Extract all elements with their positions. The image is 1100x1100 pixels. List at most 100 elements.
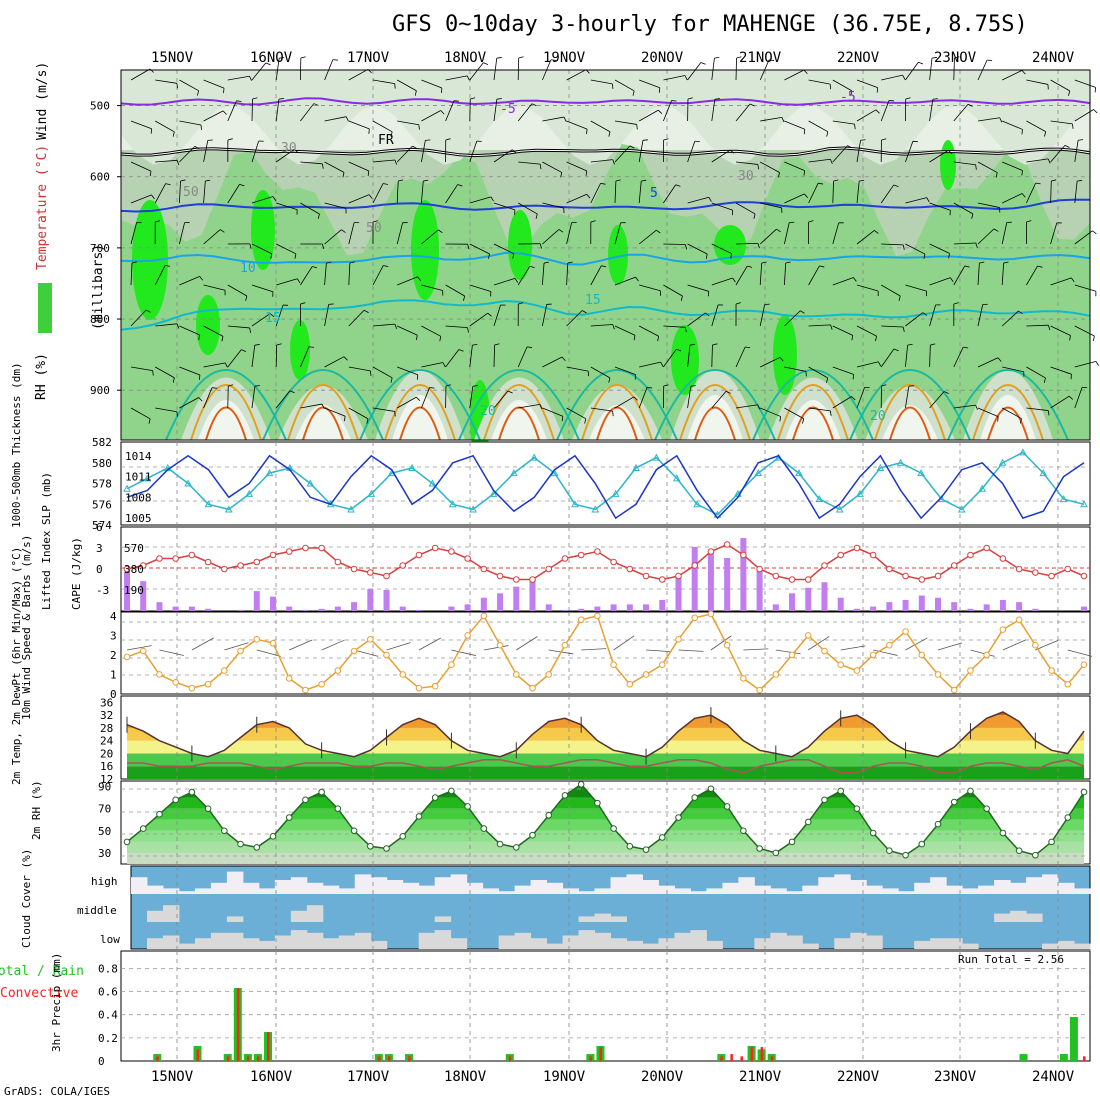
wind-barb-flag	[414, 90, 417, 96]
slp-tick: 1005	[125, 512, 152, 525]
rh-band	[127, 852, 1084, 864]
surface-wind-barb	[256, 649, 282, 657]
wind-barb	[832, 145, 848, 163]
cape-bar	[772, 604, 779, 611]
wind-barb-flag	[317, 213, 320, 219]
wind-barb-flag	[1035, 182, 1041, 185]
wind-barb	[566, 69, 587, 81]
wind-barb	[469, 140, 478, 163]
wind-barb	[421, 284, 443, 291]
wind-barb	[638, 229, 657, 245]
wind-barb-flag	[131, 261, 137, 264]
wind-barb-flag	[874, 230, 879, 234]
wind-barb-flag	[690, 385, 696, 387]
wind-barb	[372, 323, 395, 327]
thickness-point	[611, 489, 620, 497]
dry-dome-core	[589, 405, 645, 440]
rh-2m-point	[853, 805, 861, 812]
cloud-level-middle: middle	[77, 904, 117, 917]
wind-barb	[760, 117, 782, 122]
rh-2m-point	[480, 825, 488, 832]
wind-barb	[397, 276, 418, 286]
lifted-index-point	[448, 548, 455, 555]
cloud-cell-low	[850, 932, 867, 949]
cloud-cell-high	[242, 882, 260, 894]
wind-barb-flag	[582, 310, 587, 314]
wind-barb-flag	[1048, 325, 1051, 331]
contour-label: 50	[183, 185, 199, 200]
wind-barb	[155, 407, 177, 413]
thickness-point	[815, 495, 824, 503]
wind-barb-flag	[343, 356, 348, 361]
date-label-bottom: 18NOV	[444, 1069, 487, 1085]
wind-barb-flag	[803, 129, 806, 135]
wind-barb	[1026, 366, 1046, 379]
wind-barb	[905, 284, 927, 292]
cloud-cell-low	[306, 932, 324, 949]
wind-barb-flag	[176, 323, 180, 329]
wind-barb	[1074, 361, 1097, 368]
surface-wind-barb	[321, 639, 345, 651]
pressure-tick: 700	[90, 242, 110, 255]
wind-barb	[590, 265, 602, 286]
cloud-cell-low	[802, 943, 819, 949]
wind-barb	[735, 202, 756, 215]
wind-barb	[711, 390, 727, 409]
cloud-cell-middle	[290, 910, 308, 922]
wind-barb-flag	[445, 384, 451, 387]
wind-barb	[203, 140, 209, 163]
wind-barb-flag	[472, 343, 478, 346]
cloud-cell-high	[1042, 874, 1059, 894]
wind-barb	[203, 284, 226, 291]
wind-barb	[130, 68, 151, 81]
contour-label: 15	[585, 293, 601, 308]
wind-barb	[929, 150, 949, 163]
wind-barb	[348, 120, 370, 130]
wind-barb-flag	[194, 146, 200, 150]
cloud-cell-low	[626, 940, 643, 949]
wind-barb-flag	[300, 302, 306, 305]
wind-barb	[881, 243, 904, 246]
cloud-cell-low	[674, 932, 691, 949]
surface-wind-barb	[678, 649, 704, 652]
isotherm-20	[947, 369, 1069, 441]
slp-tick: 1011	[125, 471, 152, 484]
wind-speed-point	[480, 612, 488, 620]
temp-tick: 28	[100, 722, 113, 735]
wind-barb-flag	[439, 336, 442, 342]
cape-bar	[480, 597, 487, 611]
wind-barb	[179, 366, 201, 376]
precip-convective-bar	[246, 1056, 250, 1061]
rh-2m-point	[1015, 847, 1023, 855]
wind-barb-flag	[245, 295, 248, 301]
lifted-index-point	[512, 576, 520, 583]
wind-barb	[808, 324, 831, 327]
wind-barb-flag	[675, 184, 681, 187]
cloud-cell-high	[770, 888, 787, 894]
cloud-cell-high	[866, 885, 883, 894]
wind-barb	[638, 387, 648, 409]
wind-barb	[832, 79, 853, 92]
wind-barb-flag	[943, 391, 949, 395]
wind-barb	[880, 100, 890, 122]
wind-barb	[542, 304, 548, 327]
rh-2m-point	[934, 820, 942, 828]
wind-barb-flag	[445, 138, 451, 141]
cape-bar	[870, 606, 877, 611]
cloud-cell-middle	[994, 913, 1011, 922]
temp-lines	[126, 707, 1085, 774]
thickness-point	[1039, 469, 1048, 477]
cape-bar	[448, 606, 455, 611]
thickness-axis-label: 1000-500mb Thickness (dm)	[10, 362, 23, 528]
wind-barb-flag	[830, 159, 833, 165]
wind-barb-flag	[629, 145, 635, 149]
wind-barb-flag	[612, 159, 615, 165]
precip-tick: 0.8	[98, 962, 118, 975]
wind-speed-point	[886, 641, 893, 649]
cloud-cell-middle	[162, 905, 180, 922]
isotherm-lines	[120, 97, 1091, 441]
wind-barb	[396, 145, 413, 163]
wind-speed-point	[902, 628, 909, 635]
wind-barb-flag	[211, 387, 218, 389]
